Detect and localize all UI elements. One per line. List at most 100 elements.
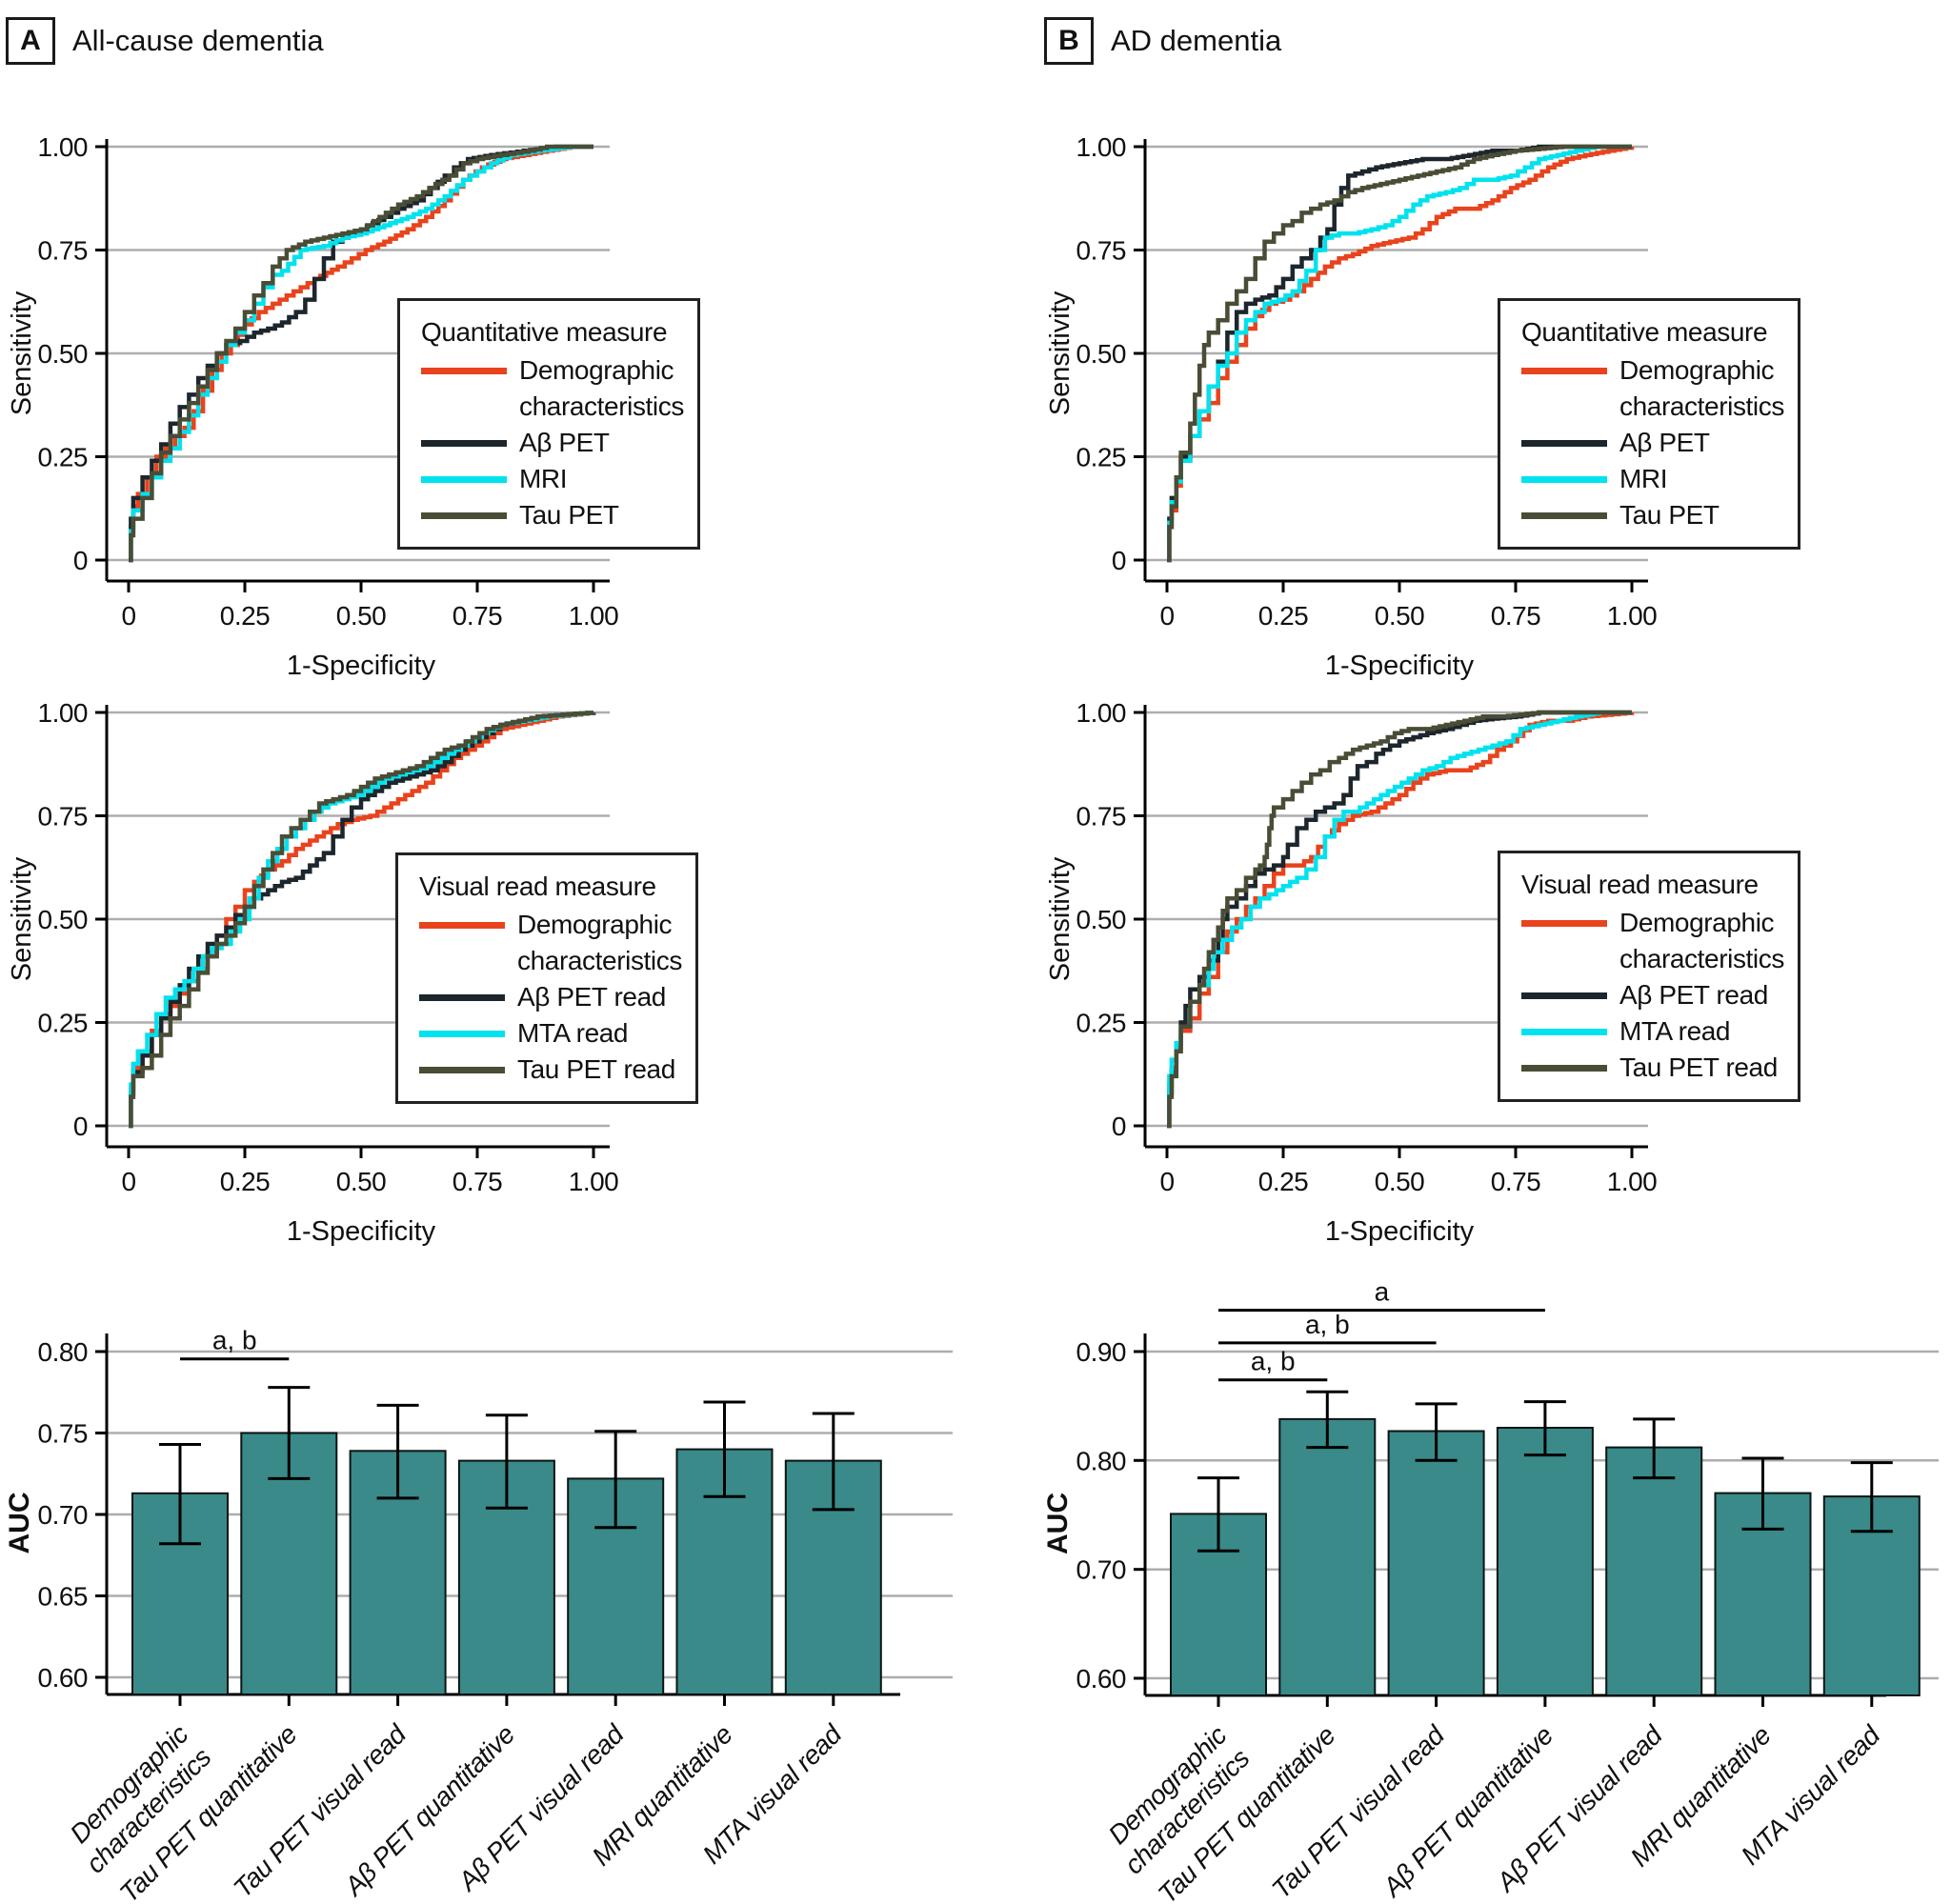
roc-chart-a-visual-read: 0 0.25 0.50 0.75 1.00 0 0.25 0.50 0.75 1.00 Sensit… (7, 698, 619, 1247)
y-tick-label: 0.80 (38, 1337, 89, 1367)
y-tick-label: 1.00 (38, 132, 89, 162)
panel-a-letter: A (20, 25, 41, 56)
legend-line-swatch (419, 1031, 505, 1037)
legend-item-label: Aβ PET read (1619, 980, 1768, 1010)
auc-bar-chart-b: 0.90 0.80 0.70 0.60 AUC Demographiccharacteri… (1042, 1277, 1939, 1904)
legend-item-label: Aβ PET (519, 428, 610, 457)
legend-line-swatch (421, 512, 507, 519)
legend-item-a-pet-read: Aβ PET read (1521, 977, 1784, 1013)
legend-quantitative-measure-b: Quantitative measure Demographic character… (1498, 298, 1800, 550)
legend-item-label: MRI (1619, 464, 1668, 493)
y-tick-label: 0.50 (1076, 905, 1127, 934)
bar-tau-pet-quantitative (1278, 1417, 1377, 1696)
legend-line-swatch (419, 922, 505, 929)
roc-curve-tau-pet (1167, 144, 1632, 563)
y-tick-label: 0.70 (38, 1500, 89, 1530)
legend-item-label: Tau PET (519, 500, 619, 530)
legend-line-swatch (1521, 1065, 1607, 1072)
x-tick-label: 0.75 (1491, 1167, 1541, 1196)
roc-chart-b-visual-read: 0 0.25 0.50 0.75 1.00 0 0.25 0.50 0.75 1.00 Sensit… (1045, 698, 1658, 1247)
y-tick-label: 0 (1112, 546, 1126, 575)
legend-line-swatch (419, 994, 505, 1001)
significance-label: a, b (1251, 1347, 1296, 1376)
x-tick-label: 0.50 (1375, 601, 1425, 631)
y-tick-label: 0.80 (1076, 1446, 1127, 1475)
x-tick-label: 0.75 (1491, 601, 1541, 631)
roc-curve-mri (1167, 144, 1632, 563)
legend-item-label: Tau PET read (1619, 1052, 1778, 1082)
legend-title: Visual read measure (1521, 870, 1759, 899)
legend-item-label: Demographic characteristics (519, 355, 684, 421)
significance-label: a (1375, 1277, 1390, 1307)
legend-item-label: Demographic characteristics (1619, 908, 1784, 973)
y-tick-label: 0.25 (38, 443, 89, 472)
y-axis-title: Sensitivity (7, 856, 37, 981)
legend-line-swatch (421, 368, 507, 374)
y-tick-label: 0.25 (1076, 443, 1127, 472)
legend-item-tau-pet: Tau PET (421, 497, 684, 533)
y-tick-label: 0.75 (38, 236, 89, 266)
legend-line-swatch (419, 1067, 505, 1073)
y-tick-label: 0.60 (38, 1663, 89, 1693)
legend-line-swatch (421, 440, 507, 447)
legend-title: Quantitative measure (1521, 317, 1768, 347)
x-axis-title: 1-Specificity (1325, 651, 1475, 681)
y-tick-label: 0.70 (1076, 1555, 1127, 1585)
y-tick-label: 0.25 (1076, 1009, 1127, 1038)
legend-item-tau-pet-read: Tau PET read (1521, 1050, 1784, 1086)
x-tick-label: 0.25 (220, 1167, 271, 1196)
y-tick-label: 0.65 (38, 1582, 89, 1612)
legend-title: Visual read measure (419, 872, 656, 901)
roc-chart-b-quantitative: 0 0.25 0.50 0.75 1.00 0 0.25 0.50 0.75 1.00 Sensit… (1045, 132, 1658, 681)
legend-item-a-pet-read: Aβ PET read (419, 979, 682, 1015)
legend-item-demographic-characteristics: Demographic characteristics (421, 352, 684, 425)
x-tick-label: 0.75 (453, 1167, 503, 1196)
legend-item-demographic-characteristics: Demographic characteristics (419, 907, 682, 979)
legend-item-demographic-characteristics: Demographic characteristics (1521, 905, 1784, 977)
x-tick-label: 0 (1159, 1167, 1174, 1196)
legend-quantitative-measure-a: Quantitative measure Demographic character… (397, 298, 700, 550)
y-tick-label: 0.75 (38, 802, 89, 832)
roc-curve-tau-pet (129, 144, 593, 563)
y-tick-label: 0 (73, 1112, 88, 1141)
y-tick-label: 0.90 (1076, 1337, 1127, 1367)
roc-curve-tau-pet-read (1167, 710, 1632, 1129)
y-axis-title: Sensitivity (1045, 856, 1076, 981)
legend-line-swatch (1521, 476, 1607, 483)
legend-item-mta-read: MTA read (419, 1015, 682, 1052)
y-axis-title: AUC (4, 1493, 35, 1554)
x-tick-label: 0.50 (1375, 1167, 1425, 1196)
legend-item-demographic-characteristics: Demographic characteristics (1521, 352, 1784, 425)
panel-b-header: B AD dementia (1044, 17, 1281, 65)
legend-visual-read-measure-a: Visual read measure Demographic characteri… (395, 852, 698, 1104)
bar-tau-pet-visual-read (1387, 1430, 1485, 1696)
y-tick-label: 0.50 (1076, 339, 1127, 369)
legend-item-mri: MRI (1521, 461, 1784, 497)
legend-item-label: MRI (519, 464, 568, 493)
legend-item-label: Tau PET read (517, 1054, 675, 1084)
y-tick-label: 0.50 (38, 905, 89, 934)
legend-item-label: Demographic characteristics (1619, 355, 1784, 421)
panel-a-letter-box: A (6, 17, 55, 65)
legend-visual-read-measure-b: Visual read measure Demographic characteri… (1498, 851, 1800, 1102)
x-tick-label: 0.25 (1258, 1167, 1309, 1196)
panel-b-letter-box: B (1044, 17, 1094, 65)
legend-item-label: Demographic characteristics (517, 910, 682, 975)
panel-b-title: AD dementia (1111, 24, 1282, 57)
legend-line-swatch (1521, 440, 1607, 447)
roc-curve-tau-pet-read (129, 711, 596, 1129)
x-axis-title: 1-Specificity (287, 1216, 436, 1247)
bar-a-pet-quantitative (1496, 1427, 1594, 1696)
panel-b-letter: B (1058, 25, 1079, 56)
x-tick-label: 0 (121, 1167, 135, 1196)
legend-item-label: MTA read (1619, 1016, 1731, 1046)
y-tick-label: 1.00 (1076, 698, 1127, 728)
x-tick-label: 0.50 (336, 601, 387, 631)
legend-item-mri: MRI (421, 461, 684, 497)
x-axis-title: 1-Specificity (287, 651, 436, 681)
y-tick-label: 0 (1112, 1112, 1126, 1141)
significance-label: a, b (212, 1326, 257, 1355)
x-axis-title: 1-Specificity (1325, 1216, 1475, 1247)
legend-item-label: Aβ PET (1619, 428, 1710, 457)
